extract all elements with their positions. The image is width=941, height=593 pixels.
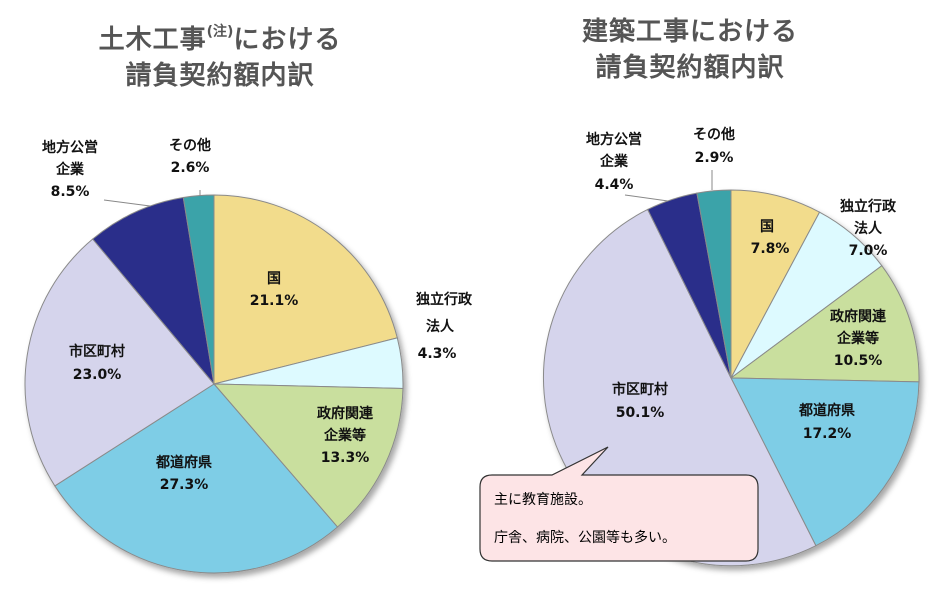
- leader-left-chiho: [103, 199, 151, 207]
- left-label-todo: 都道府県: [155, 454, 212, 471]
- callout-bubble: [479, 446, 759, 562]
- left-slice-todo: [54, 383, 339, 574]
- callout-line1: 主に教育施設。: [494, 492, 592, 508]
- right-label-todo: 都道府県: [798, 402, 855, 419]
- right-label-kuni-value: 7.8%: [751, 241, 790, 257]
- left-label-sonota-value: 2.6%: [171, 160, 210, 176]
- right-slice-kuni: [730, 189, 821, 379]
- left-label-chiho-1: 地方公営: [42, 139, 98, 156]
- right-label-seifu-2: 企業等: [836, 330, 879, 347]
- left-label-dokuritsu-2: 法人: [426, 318, 455, 335]
- right-label-todo-value: 17.2%: [803, 426, 852, 442]
- right-label-dokuritsu-2: 法人: [854, 220, 883, 237]
- left-title-line2: 請負契約額内訳: [125, 61, 315, 91]
- right-chart-title: 建築工事における 請負契約額内訳: [490, 14, 890, 86]
- right-label-dokuritsu-value: 7.0%: [849, 243, 888, 259]
- left-label-sonota: その他: [169, 137, 211, 154]
- right-title-line1: 建築工事における: [581, 17, 798, 47]
- left-label-dokuritsu-value: 4.3%: [418, 346, 457, 362]
- left-slice-shiku: [24, 238, 215, 487]
- left-label-todo-value: 27.3%: [160, 477, 209, 493]
- right-label-kuni: 国: [760, 219, 774, 235]
- right-label-sonota: その他: [693, 126, 735, 143]
- left-label-kuni: 国: [267, 271, 281, 287]
- right-slice-sonota: [696, 189, 732, 379]
- left-slice-kuni: [213, 194, 398, 385]
- left-label-seifu-value: 13.3%: [321, 450, 370, 466]
- left-slice-seifu: [212, 383, 404, 528]
- left-label-chiho-2: 企業: [55, 161, 85, 178]
- right-slice-seifu: [729, 265, 920, 383]
- right-label-chiho-value: 4.4%: [595, 177, 634, 193]
- right-label-chiho-1: 地方公営: [586, 131, 642, 148]
- right-label-dokuritsu-1: 独立行政: [840, 198, 897, 215]
- left-slice-chiho: [92, 196, 215, 386]
- right-title-line2: 請負契約額内訳: [595, 53, 785, 83]
- left-slice-sonota: [182, 194, 215, 385]
- left-title-note: (注): [206, 24, 234, 40]
- left-label-shiku: 市区町村: [69, 343, 125, 360]
- left-label-seifu-1: 政府関連: [317, 405, 374, 422]
- left-label-kuni-value: 21.1%: [250, 293, 299, 309]
- callout-line2: 庁舎、病院、公園等も多い。: [494, 530, 676, 546]
- leader-right-chiho: [624, 194, 669, 202]
- pie-left: [24, 194, 404, 574]
- left-title-rest: における: [233, 25, 342, 55]
- right-label-chiho-2: 企業: [599, 153, 629, 170]
- right-label-seifu-value: 10.5%: [834, 353, 883, 369]
- right-label-shiku-value: 50.1%: [616, 405, 665, 421]
- left-chart-title: 土木工事(注)における 請負契約額内訳: [20, 14, 420, 94]
- right-label-seifu-1: 政府関連: [830, 308, 887, 325]
- right-label-shiku: 市区町村: [612, 381, 668, 398]
- left-title-main: 土木工事: [98, 25, 207, 55]
- left-label-dokuritsu-1: 独立行政: [416, 291, 473, 308]
- left-label-chiho-value: 8.5%: [51, 184, 90, 200]
- left-label-shiku-value: 23.0%: [73, 367, 122, 383]
- right-label-sonota-value: 2.9%: [695, 150, 734, 166]
- right-slice-todo: [730, 377, 920, 547]
- left-label-seifu-2: 企業等: [323, 427, 366, 444]
